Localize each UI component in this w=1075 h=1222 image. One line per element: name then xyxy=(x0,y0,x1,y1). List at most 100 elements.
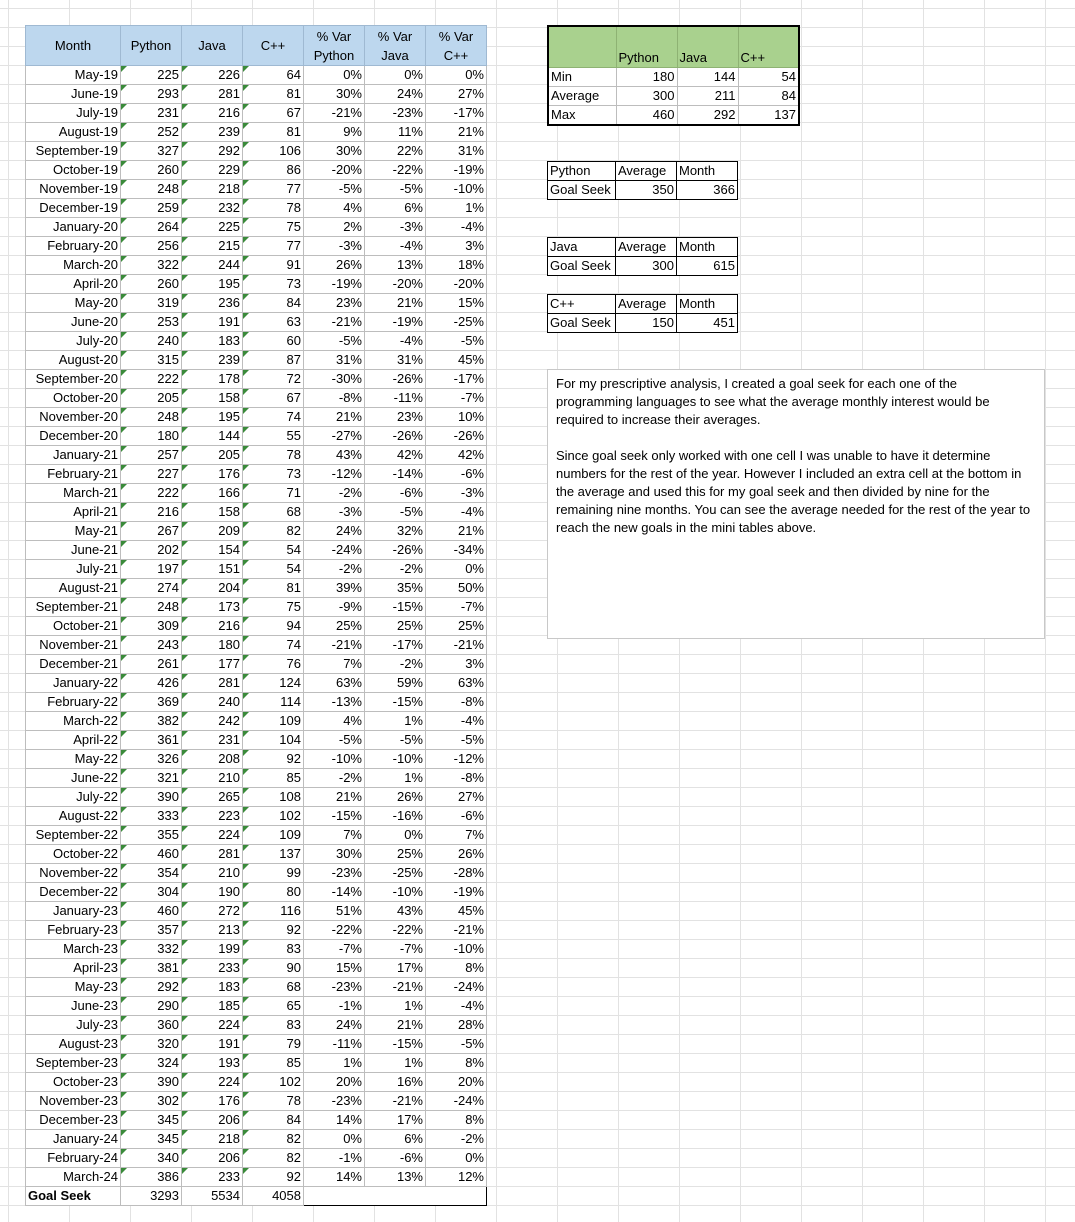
month-cell[interactable]: March-22 xyxy=(25,711,121,731)
month-cell[interactable]: November-21 xyxy=(25,635,121,655)
value-cell[interactable]: 292 xyxy=(181,141,243,161)
average-header[interactable]: Average xyxy=(615,161,677,181)
value-cell[interactable]: -15% xyxy=(364,1034,426,1054)
stats-column-header[interactable] xyxy=(547,25,617,68)
value-cell[interactable]: -4% xyxy=(425,996,487,1016)
value-cell[interactable]: 18% xyxy=(425,255,487,275)
value-cell[interactable]: 1% xyxy=(364,996,426,1016)
stats-value-cell[interactable]: 137 xyxy=(737,104,800,125)
month-cell[interactable]: May-23 xyxy=(25,977,121,997)
value-cell[interactable]: -19% xyxy=(425,882,487,902)
stats-label-cell[interactable]: Average xyxy=(547,85,617,106)
average-value[interactable]: 150 xyxy=(615,313,677,333)
goal-seek-label[interactable]: Goal Seek xyxy=(25,1186,121,1206)
value-cell[interactable]: 114 xyxy=(242,692,304,712)
value-cell[interactable]: 225 xyxy=(120,65,182,85)
value-cell[interactable]: -24% xyxy=(425,1091,487,1111)
stats-value-cell[interactable]: 211 xyxy=(676,85,739,106)
column-header[interactable]: Java xyxy=(181,25,243,66)
month-cell[interactable]: December-21 xyxy=(25,654,121,674)
value-cell[interactable]: 84 xyxy=(242,293,304,313)
value-cell[interactable]: 63% xyxy=(425,673,487,693)
month-cell[interactable]: June-23 xyxy=(25,996,121,1016)
value-cell[interactable]: -26% xyxy=(425,426,487,446)
month-header[interactable]: Month xyxy=(676,237,738,257)
value-cell[interactable]: 21% xyxy=(425,122,487,142)
value-cell[interactable]: 206 xyxy=(181,1110,243,1130)
value-cell[interactable]: 13% xyxy=(364,1167,426,1187)
value-cell[interactable]: 43% xyxy=(303,445,365,465)
value-cell[interactable]: 25% xyxy=(425,616,487,636)
value-cell[interactable]: 222 xyxy=(120,369,182,389)
goal-seek-label[interactable]: Goal Seek xyxy=(547,180,616,200)
value-cell[interactable]: 8% xyxy=(425,958,487,978)
month-cell[interactable]: July-23 xyxy=(25,1015,121,1035)
month-cell[interactable]: June-20 xyxy=(25,312,121,332)
value-cell[interactable]: 361 xyxy=(120,730,182,750)
value-cell[interactable]: 216 xyxy=(181,103,243,123)
month-cell[interactable]: May-19 xyxy=(25,65,121,85)
stats-value-cell[interactable]: 460 xyxy=(615,104,678,125)
value-cell[interactable]: 281 xyxy=(181,844,243,864)
stats-column-header[interactable]: Python xyxy=(615,25,678,68)
goal-seek-label[interactable]: Goal Seek xyxy=(547,313,616,333)
month-cell[interactable]: February-20 xyxy=(25,236,121,256)
value-cell[interactable]: 78 xyxy=(242,1091,304,1111)
value-cell[interactable]: 382 xyxy=(120,711,182,731)
value-cell[interactable]: 293 xyxy=(120,84,182,104)
value-cell[interactable]: 102 xyxy=(242,1072,304,1092)
value-cell[interactable]: -2% xyxy=(364,559,426,579)
value-cell[interactable]: 180 xyxy=(181,635,243,655)
value-cell[interactable]: -2% xyxy=(425,1129,487,1149)
value-cell[interactable]: -19% xyxy=(425,160,487,180)
value-cell[interactable]: 82 xyxy=(242,1129,304,1149)
value-cell[interactable]: -22% xyxy=(303,920,365,940)
month-cell[interactable]: February-21 xyxy=(25,464,121,484)
value-cell[interactable]: 232 xyxy=(181,198,243,218)
value-cell[interactable]: 85 xyxy=(242,768,304,788)
value-cell[interactable]: 227 xyxy=(120,464,182,484)
month-cell[interactable]: August-23 xyxy=(25,1034,121,1054)
value-cell[interactable]: 229 xyxy=(181,160,243,180)
value-cell[interactable]: -5% xyxy=(303,179,365,199)
value-cell[interactable]: 218 xyxy=(181,179,243,199)
value-cell[interactable]: 248 xyxy=(120,407,182,427)
value-cell[interactable]: 75 xyxy=(242,217,304,237)
value-cell[interactable]: 239 xyxy=(181,122,243,142)
value-cell[interactable]: -15% xyxy=(364,597,426,617)
value-cell[interactable]: -14% xyxy=(364,464,426,484)
value-cell[interactable]: 191 xyxy=(181,1034,243,1054)
value-cell[interactable]: 81 xyxy=(242,578,304,598)
average-header[interactable]: Average xyxy=(615,237,677,257)
value-cell[interactable]: -11% xyxy=(364,388,426,408)
value-cell[interactable]: -5% xyxy=(425,730,487,750)
value-cell[interactable]: -8% xyxy=(303,388,365,408)
month-cell[interactable]: September-22 xyxy=(25,825,121,845)
value-cell[interactable]: -15% xyxy=(303,806,365,826)
value-cell[interactable]: -7% xyxy=(425,388,487,408)
value-cell[interactable]: 327 xyxy=(120,141,182,161)
value-cell[interactable]: 272 xyxy=(181,901,243,921)
value-cell[interactable]: 173 xyxy=(181,597,243,617)
month-cell[interactable]: June-22 xyxy=(25,768,121,788)
value-cell[interactable]: -14% xyxy=(303,882,365,902)
value-cell[interactable]: 14% xyxy=(303,1167,365,1187)
value-cell[interactable]: 259 xyxy=(120,198,182,218)
value-cell[interactable]: 26% xyxy=(425,844,487,864)
value-cell[interactable]: 195 xyxy=(181,407,243,427)
month-cell[interactable]: January-21 xyxy=(25,445,121,465)
value-cell[interactable]: 28% xyxy=(425,1015,487,1035)
value-cell[interactable]: 83 xyxy=(242,1015,304,1035)
value-cell[interactable]: 205 xyxy=(120,388,182,408)
value-cell[interactable]: 15% xyxy=(303,958,365,978)
value-cell[interactable]: -21% xyxy=(303,635,365,655)
value-cell[interactable]: 0% xyxy=(425,559,487,579)
value-cell[interactable]: 83 xyxy=(242,939,304,959)
column-header[interactable]: Python xyxy=(120,25,182,66)
value-cell[interactable]: -10% xyxy=(364,882,426,902)
value-cell[interactable]: 216 xyxy=(181,616,243,636)
value-cell[interactable]: 79 xyxy=(242,1034,304,1054)
value-cell[interactable]: -34% xyxy=(425,540,487,560)
value-cell[interactable]: 326 xyxy=(120,749,182,769)
goal-seek-label[interactable]: Goal Seek xyxy=(547,256,616,276)
